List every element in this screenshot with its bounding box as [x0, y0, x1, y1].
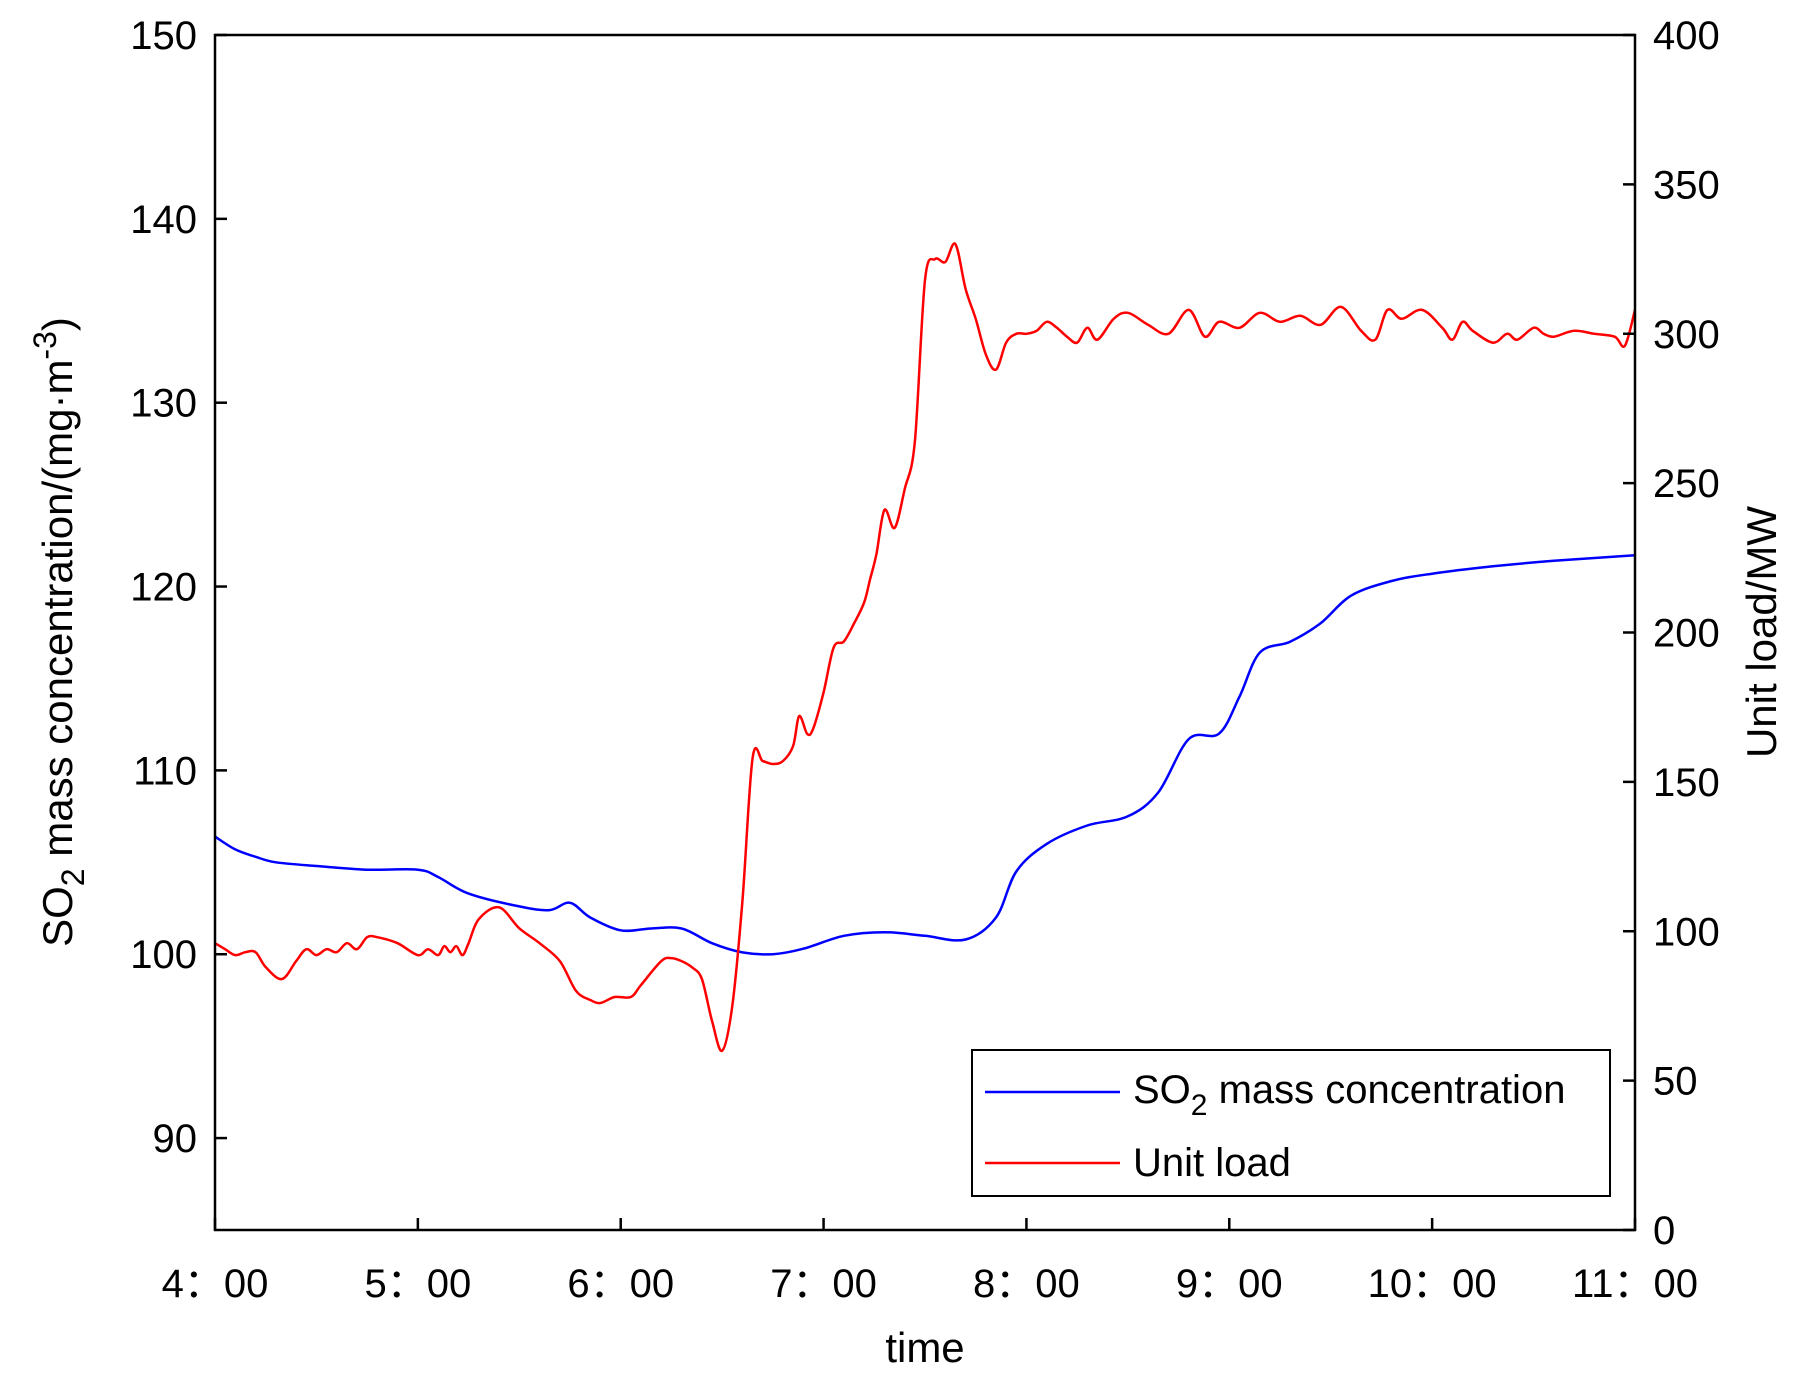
x-tick-label: 4：00 — [162, 1262, 269, 1306]
left-y-tick-label: 130 — [130, 382, 197, 426]
right-y-tick-label: 150 — [1653, 761, 1720, 805]
left-y-tick-label: 140 — [130, 198, 197, 242]
x-tick-label: 10：00 — [1368, 1262, 1497, 1306]
left-y-axis: 90 100 110 120 130 140 150 — [130, 14, 227, 1161]
legend-label-unit-load: Unit load — [1133, 1141, 1291, 1185]
x-tick-label: 11：00 — [1572, 1262, 1698, 1306]
legend-box — [971, 1049, 1611, 1197]
x-tick-label: 9：00 — [1176, 1262, 1283, 1306]
right-y-tick-label: 400 — [1653, 14, 1720, 58]
right-y-tick-label: 300 — [1653, 313, 1720, 357]
series-layer — [214, 242, 1637, 1053]
right-y-tick-label: 50 — [1653, 1060, 1698, 1104]
legend-label-so2: SO2 mass concentration — [1133, 1068, 1565, 1122]
right-y-tick-label: 100 — [1653, 910, 1720, 954]
x-tick-label: 7：00 — [770, 1262, 877, 1306]
left-y-tick-label: 100 — [130, 933, 197, 977]
x-axis-title: time — [885, 1324, 964, 1371]
x-axis: 4：00 5：00 6：00 7：00 8：00 9：00 10：00 11：00 — [162, 1218, 1698, 1306]
right-y-tick-label: 350 — [1653, 163, 1720, 207]
x-tick-label: 6：00 — [567, 1262, 674, 1306]
plot-background — [215, 35, 1635, 1230]
left-y-tick-label: 90 — [153, 1117, 198, 1161]
legend: SO2 mass concentration Unit load — [971, 1049, 1611, 1197]
right-y-axis: 0 50 100 150 200 250 300 350 400 — [1623, 14, 1720, 1253]
x-tick-label: 8：00 — [973, 1262, 1080, 1306]
left-y-tick-label: 150 — [130, 14, 197, 58]
x-tick-label: 5：00 — [364, 1262, 471, 1306]
left-y-axis-title: SO2 mass concentration/(mg·m-3) — [27, 317, 91, 947]
right-y-axis-title: Unit load/MW — [1738, 506, 1785, 758]
unit-load-line — [214, 242, 1637, 1053]
left-y-tick-label: 110 — [133, 749, 197, 793]
so2-concentration-line — [214, 554, 1636, 956]
right-y-tick-label: 250 — [1653, 462, 1720, 506]
right-y-tick-label: 0 — [1653, 1209, 1675, 1253]
right-y-tick-label: 200 — [1653, 612, 1720, 656]
left-y-tick-label: 120 — [130, 566, 197, 610]
